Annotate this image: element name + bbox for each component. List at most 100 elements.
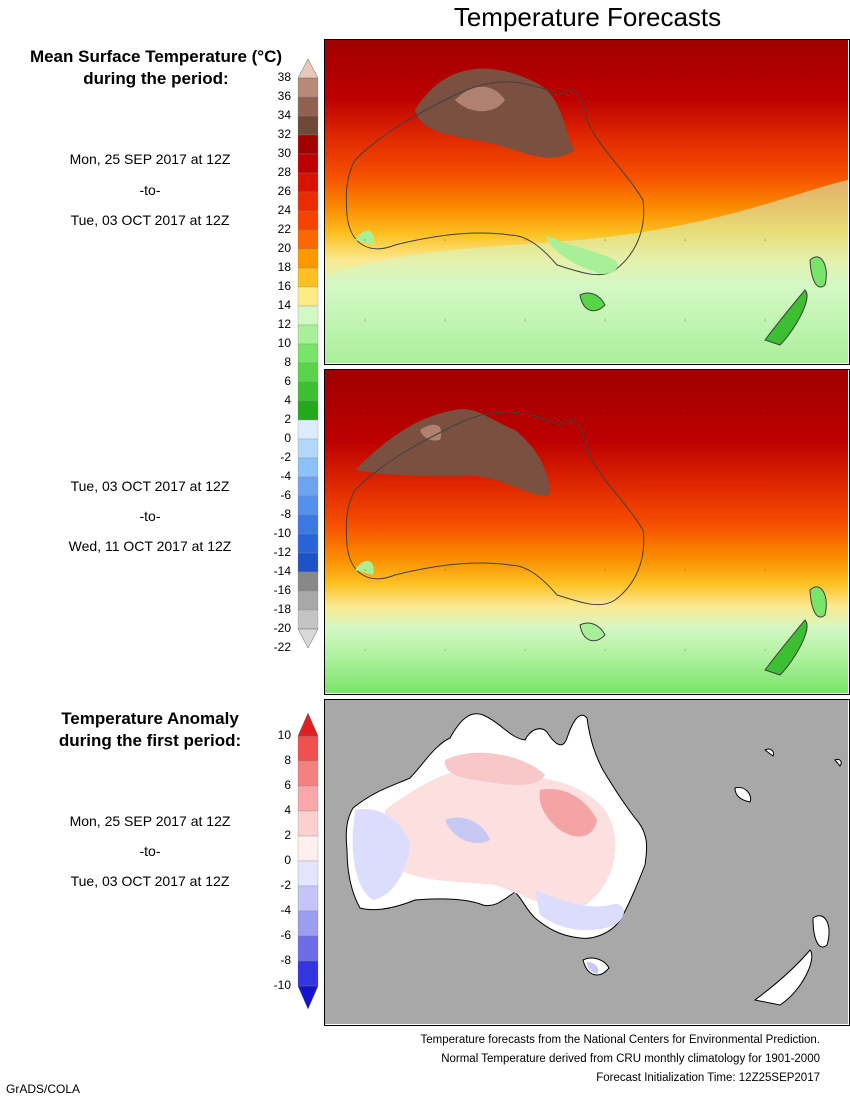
colorbar-segment: [297, 248, 319, 269]
colorbar-segment: [297, 533, 319, 554]
mean-temp-map-period2: [324, 369, 850, 695]
colorbar-segment: [297, 343, 319, 364]
colorbar-segment: [297, 935, 319, 962]
colorbar-tick-label: 0: [284, 853, 291, 867]
colorbar-segment: [297, 77, 319, 98]
colorbar-tick-label: 8: [284, 753, 291, 767]
anomaly-period-start: Mon, 25 SEP 2017 at 12Z: [69, 813, 231, 829]
colorbar-segment: [297, 381, 319, 402]
colorbar-tick-label: -2: [280, 878, 291, 892]
grads-credit: GrADS/COLA: [6, 1082, 81, 1096]
period2-start: Tue, 03 OCT 2017 at 12Z: [70, 478, 230, 494]
colorbar-segment: [297, 960, 319, 987]
colorbar-segment: [297, 476, 319, 497]
temperature-colorbar: [297, 58, 319, 649]
colorbar-tick-label: 6: [284, 374, 291, 388]
footer-source-line1: Temperature forecasts from the National …: [420, 1034, 821, 1046]
colorbar-tick-label: 36: [277, 89, 291, 103]
colorbar-segment: [297, 134, 319, 155]
colorbar-tick-label: -14: [273, 564, 291, 578]
colorbar-top-triangle: [297, 58, 319, 79]
colorbar-segment: [297, 267, 319, 288]
colorbar-segment: [297, 400, 319, 421]
colorbar-segment: [297, 324, 319, 345]
colorbar-segment: [297, 860, 319, 887]
colorbar-tick-label: 26: [277, 184, 291, 198]
period2-end: Wed, 11 OCT 2017 at 12Z: [68, 538, 232, 554]
colorbar-tick-label: 8: [284, 355, 291, 369]
colorbar-tick-label: -4: [280, 903, 291, 917]
anomaly-period-end: Tue, 03 OCT 2017 at 12Z: [70, 873, 230, 889]
colorbar-segment: [297, 210, 319, 231]
colorbar-tick-label: 34: [277, 108, 291, 122]
footer-init-time: Forecast Initialization Time: 12Z25SEP20…: [596, 1072, 820, 1084]
temp-anomaly-map-canvas: [325, 700, 848, 1024]
mean-temp-heading: Mean Surface Temperature (°C) during the…: [0, 46, 312, 90]
period2-to: -to-: [139, 508, 161, 524]
colorbar-tick-label: -6: [280, 928, 291, 942]
colorbar-segment: [297, 910, 319, 937]
colorbar-segment: [297, 835, 319, 862]
colorbar-tick-label: -8: [280, 953, 291, 967]
anomaly-period-to: -to-: [139, 843, 161, 859]
colorbar-segment: [297, 590, 319, 611]
mean-temp-map-period1-canvas: [325, 40, 848, 363]
colorbar-segment: [297, 735, 319, 762]
colorbar-segment: [297, 552, 319, 573]
colorbar-tick-label: -18: [273, 602, 291, 616]
colorbar-bottom-triangle: [297, 628, 319, 649]
colorbar-tick-label: 24: [277, 203, 291, 217]
colorbar-tick-label: 28: [277, 165, 291, 179]
colorbar-segment: [297, 229, 319, 250]
colorbar-segment: [297, 191, 319, 212]
colorbar-segment: [297, 571, 319, 592]
temp-anomaly-map: [324, 699, 850, 1026]
colorbar-tick-label: -2: [280, 450, 291, 464]
colorbar-tick-label: 10: [277, 336, 291, 350]
colorbar-tick-label: -20: [273, 621, 291, 635]
anomaly-heading-line1: Temperature Anomaly: [61, 709, 239, 728]
colorbar-segment: [297, 609, 319, 630]
colorbar-tick-label: 20: [277, 241, 291, 255]
colorbar-segment: [297, 153, 319, 174]
colorbar-tick-label: 14: [277, 298, 291, 312]
colorbar-tick-label: 6: [284, 778, 291, 792]
footer-source-line2: Normal Temperature derived from CRU mont…: [441, 1053, 820, 1065]
colorbar-segment: [297, 514, 319, 535]
colorbar-segment: [297, 810, 319, 837]
colorbar-tick-label: 0: [284, 431, 291, 445]
anomaly-colorbar: [297, 712, 319, 1010]
colorbar-tick-label: 38: [277, 70, 291, 84]
anomaly-heading: Temperature Anomaly during the first per…: [0, 708, 300, 752]
colorbar-tick-label: 10: [277, 728, 291, 742]
colorbar-tick-label: -16: [273, 583, 291, 597]
colorbar-segment: [297, 305, 319, 326]
page-title: Temperature Forecasts: [453, 2, 722, 32]
colorbar-tick-label: 22: [277, 222, 291, 236]
colorbar-tick-label: 4: [284, 393, 291, 407]
colorbar-tick-label: 18: [277, 260, 291, 274]
colorbar-segment: [297, 96, 319, 117]
colorbar-tick-label: 32: [277, 127, 291, 141]
colorbar-top-triangle: [297, 712, 319, 737]
period1-to: -to-: [139, 182, 161, 198]
colorbar-tick-label: -22: [273, 640, 291, 654]
mean-temp-map-period2-canvas: [325, 370, 848, 693]
colorbar-tick-label: -4: [280, 469, 291, 483]
colorbar-tick-label: 2: [284, 828, 291, 842]
period1-start: Mon, 25 SEP 2017 at 12Z: [69, 151, 231, 167]
colorbar-segment: [297, 760, 319, 787]
colorbar-tick-label: -6: [280, 488, 291, 502]
colorbar-tick-label: -8: [280, 507, 291, 521]
mean-temp-heading-line1: Mean Surface Temperature (°C): [29, 47, 283, 66]
colorbar-tick-label: -12: [273, 545, 291, 559]
colorbar-tick-label: 4: [284, 803, 291, 817]
colorbar-segment: [297, 419, 319, 440]
anomaly-heading-line2: during the first period:: [58, 731, 242, 750]
colorbar-tick-label: 12: [277, 317, 291, 331]
colorbar-segment: [297, 885, 319, 912]
colorbar-tick-label: 16: [277, 279, 291, 293]
mean-temp-heading-line2: during the period:: [83, 69, 229, 88]
colorbar-tick-label: 30: [277, 146, 291, 160]
colorbar-segment: [297, 115, 319, 136]
